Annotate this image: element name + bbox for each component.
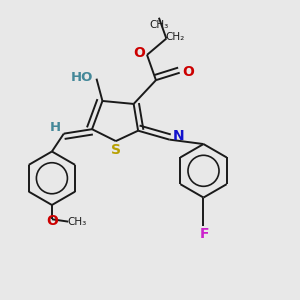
Text: H: H	[50, 121, 61, 134]
Text: CH₂: CH₂	[166, 32, 185, 42]
Text: HO: HO	[70, 71, 93, 84]
Text: N: N	[172, 129, 184, 143]
Text: O: O	[182, 64, 194, 79]
Text: O: O	[46, 214, 58, 228]
Text: CH₃: CH₃	[67, 217, 86, 226]
Text: F: F	[199, 227, 209, 241]
Text: CH₃: CH₃	[149, 20, 169, 30]
Text: O: O	[133, 46, 145, 60]
Text: S: S	[111, 143, 122, 157]
